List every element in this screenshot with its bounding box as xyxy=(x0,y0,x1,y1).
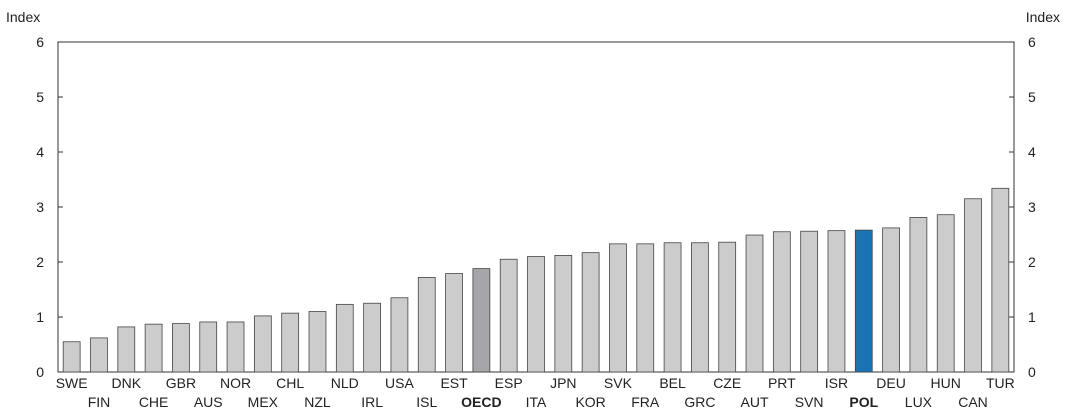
bar-aut xyxy=(745,234,764,373)
x-label-irl: IRL xyxy=(361,394,383,410)
bar-svn xyxy=(800,230,819,373)
y-tick-label-right: 3 xyxy=(1028,199,1036,215)
bar-fra xyxy=(636,243,655,373)
bar-che xyxy=(144,323,163,373)
x-label-cze: CZE xyxy=(713,375,741,391)
x-label-swe: SWE xyxy=(56,375,88,391)
y-axis-label-left: Index xyxy=(6,9,40,25)
x-label-fin: FIN xyxy=(88,394,111,410)
x-label-can: CAN xyxy=(958,394,988,410)
y-axis-right: 0 1 2 3 4 5 6 xyxy=(1009,34,1036,380)
bar-isr xyxy=(827,230,846,373)
x-label-mex: MEX xyxy=(248,394,279,410)
y-tick-label-left: 1 xyxy=(36,309,44,325)
bar-swe xyxy=(62,341,81,373)
y-tick-label-right: 2 xyxy=(1028,254,1036,270)
y-tick-label-left: 6 xyxy=(36,34,44,50)
y-tick-label-right: 6 xyxy=(1028,34,1036,50)
bar-aus xyxy=(199,321,218,373)
y-tick-label-left: 5 xyxy=(36,89,44,105)
x-label-pol: POL xyxy=(849,394,878,410)
x-label-jpn: JPN xyxy=(550,375,576,391)
bar-fin xyxy=(90,337,108,373)
x-label-deu: DEU xyxy=(876,375,906,391)
x-label-esp: ESP xyxy=(495,375,523,391)
y-axis-left: 0 1 2 3 4 5 6 xyxy=(36,34,63,380)
bar-oecd xyxy=(472,268,491,373)
x-label-kor: KOR xyxy=(575,394,605,410)
bar-lux xyxy=(909,217,928,373)
bar-deu xyxy=(882,227,900,373)
y-tick-label-left: 4 xyxy=(36,144,44,160)
bar-dnk xyxy=(117,326,136,373)
x-label-aut: AUT xyxy=(741,394,769,410)
y-tick-label-left: 3 xyxy=(36,199,44,215)
bar-grc xyxy=(691,242,709,373)
y-tick-label-left: 2 xyxy=(36,254,44,270)
bar-mex xyxy=(253,315,272,373)
x-label-hun: HUN xyxy=(931,375,961,391)
x-label-tur: TUR xyxy=(986,375,1015,391)
y-tick-label-right: 5 xyxy=(1028,89,1036,105)
bar-nld xyxy=(335,303,354,373)
x-label-isr: ISR xyxy=(825,375,848,391)
bar-nor xyxy=(226,321,245,373)
x-label-ita: ITA xyxy=(526,394,547,410)
bars xyxy=(62,187,1010,373)
bar-irl xyxy=(363,302,381,373)
x-label-fra: FRA xyxy=(631,394,660,410)
x-label-nzl: NZL xyxy=(304,394,331,410)
bar-can xyxy=(964,198,982,373)
bar-kor xyxy=(581,252,600,373)
x-label-che: CHE xyxy=(139,394,169,410)
x-label-oecd: OECD xyxy=(461,394,501,410)
bar-ita xyxy=(527,256,545,373)
x-label-svn: SVN xyxy=(795,394,824,410)
y-tick-label-right: 4 xyxy=(1028,144,1036,160)
bar-nzl xyxy=(308,311,327,373)
x-label-aus: AUS xyxy=(194,394,223,410)
bar-prt xyxy=(772,231,791,373)
y-tick-label-right: 0 xyxy=(1028,364,1036,380)
x-label-svk: SVK xyxy=(604,375,633,391)
x-label-dnk: DNK xyxy=(112,375,142,391)
bar-gbr xyxy=(172,323,190,373)
x-label-grc: GRC xyxy=(684,394,715,410)
bar-chl xyxy=(281,312,300,373)
bar-hun xyxy=(936,214,955,373)
x-label-isl: ISL xyxy=(416,394,437,410)
bar-tur xyxy=(991,187,1010,373)
x-axis-labels: SWEFINDNKCHEGBRAUSNORMEXCHLNZLNLDIRLUSAI… xyxy=(56,375,1015,410)
bar-bel xyxy=(663,242,682,373)
bar-jpn xyxy=(554,254,573,373)
bar-cze xyxy=(718,241,737,373)
x-label-usa: USA xyxy=(385,375,414,391)
y-axis-label-right: Index xyxy=(1026,9,1060,25)
x-label-est: EST xyxy=(440,375,468,391)
bar-est xyxy=(445,273,463,373)
x-label-prt: PRT xyxy=(768,375,796,391)
x-label-lux: LUX xyxy=(905,394,933,410)
bar-pol xyxy=(854,229,873,373)
bar-usa xyxy=(390,297,409,373)
bar-esp xyxy=(499,258,518,373)
x-label-nld: NLD xyxy=(331,375,359,391)
bar-svk xyxy=(609,243,627,373)
y-tick-label-left: 0 xyxy=(36,364,44,380)
x-label-bel: BEL xyxy=(659,375,686,391)
x-label-chl: CHL xyxy=(276,375,304,391)
x-label-nor: NOR xyxy=(220,375,251,391)
y-tick-label-right: 1 xyxy=(1028,309,1036,325)
bar-isl xyxy=(417,276,436,373)
x-label-gbr: GBR xyxy=(166,375,196,391)
